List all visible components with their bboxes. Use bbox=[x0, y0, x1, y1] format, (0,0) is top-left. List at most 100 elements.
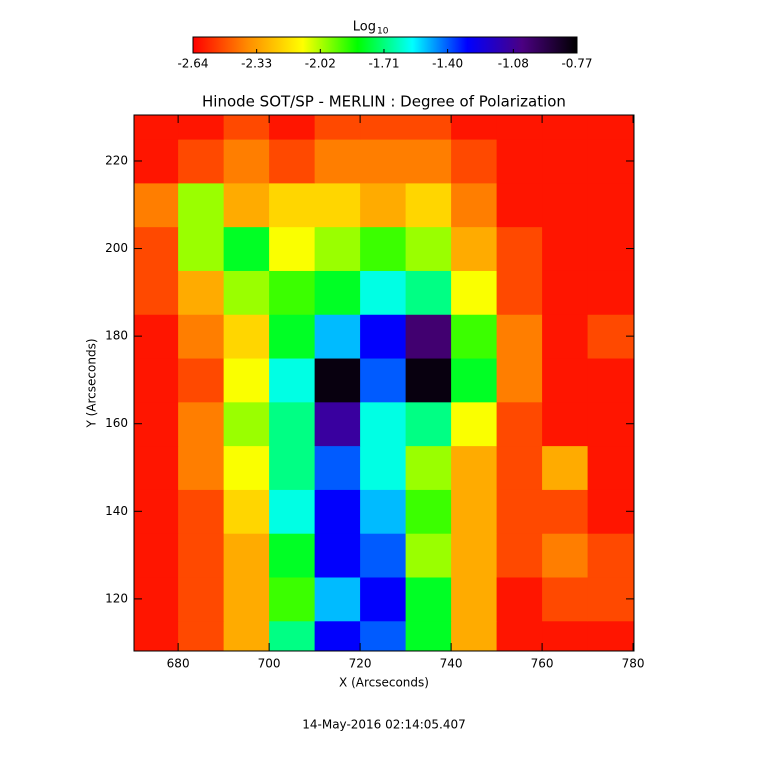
heat-cell bbox=[178, 445, 225, 490]
heat-cell bbox=[223, 358, 270, 403]
heat-cell bbox=[314, 401, 361, 447]
heat-cell bbox=[587, 533, 634, 578]
heat-cell bbox=[178, 533, 225, 578]
colorbar-tick-label: -1.08 bbox=[498, 57, 529, 71]
heat-cell bbox=[178, 314, 225, 359]
heat-cell bbox=[360, 401, 407, 447]
colorbar-tick-label: -1.71 bbox=[368, 57, 399, 71]
heat-cell bbox=[405, 314, 452, 359]
heat-cell bbox=[269, 358, 316, 403]
heat-cell bbox=[451, 358, 498, 403]
heat-cell bbox=[587, 445, 634, 490]
heat-cell bbox=[496, 620, 543, 651]
colorbar-tick-label: -2.33 bbox=[241, 57, 272, 71]
colorbar-tick-label: -2.64 bbox=[177, 57, 208, 71]
heat-cell bbox=[405, 489, 452, 534]
heat-cell bbox=[496, 401, 543, 447]
heat-cell bbox=[178, 115, 225, 140]
heat-cell bbox=[542, 182, 589, 228]
heat-cell bbox=[314, 182, 361, 228]
heat-cell bbox=[496, 115, 543, 140]
heat-cell bbox=[451, 620, 498, 651]
heat-cell bbox=[314, 620, 361, 651]
heat-cell bbox=[587, 576, 634, 622]
heat-cell bbox=[587, 401, 634, 447]
heat-cell bbox=[360, 270, 407, 315]
y-tick-label: 200 bbox=[105, 241, 128, 255]
heat-cell bbox=[360, 576, 407, 622]
heat-cell bbox=[405, 445, 452, 490]
heat-cell bbox=[496, 314, 543, 359]
heat-cell bbox=[269, 401, 316, 447]
heat-cell bbox=[451, 115, 498, 140]
heat-cell bbox=[405, 182, 452, 228]
y-tick-label: 140 bbox=[105, 504, 128, 518]
heat-cell bbox=[587, 139, 634, 184]
heat-cell bbox=[542, 358, 589, 403]
heat-cell bbox=[314, 139, 361, 184]
heat-cell bbox=[360, 620, 407, 651]
heat-cell bbox=[587, 182, 634, 228]
heat-cell bbox=[269, 445, 316, 490]
heat-cell bbox=[496, 576, 543, 622]
heat-cell bbox=[405, 358, 452, 403]
x-tick-label: 760 bbox=[531, 657, 554, 671]
heat-cell bbox=[314, 226, 361, 271]
heat-cell bbox=[542, 139, 589, 184]
heat-cell bbox=[496, 139, 543, 184]
heat-cell bbox=[269, 620, 316, 651]
heat-cell bbox=[451, 314, 498, 359]
heat-cell bbox=[178, 270, 225, 315]
heat-cell bbox=[405, 115, 452, 140]
y-tick-label: 120 bbox=[105, 591, 128, 605]
heat-cell bbox=[223, 139, 270, 184]
heat-cell bbox=[587, 314, 634, 359]
heat-cell bbox=[134, 270, 179, 315]
heat-cell bbox=[223, 115, 270, 140]
heat-cell bbox=[360, 226, 407, 271]
heat-cell bbox=[587, 358, 634, 403]
heat-cell bbox=[269, 115, 316, 140]
heat-cell bbox=[451, 226, 498, 271]
heat-cell bbox=[496, 182, 543, 228]
colorbar-tick-label: -1.40 bbox=[432, 57, 463, 71]
heat-cell bbox=[405, 226, 452, 271]
heat-cell bbox=[269, 139, 316, 184]
colorbar-tick-label: -0.77 bbox=[561, 57, 592, 71]
heat-cell bbox=[451, 270, 498, 315]
heat-cell bbox=[451, 445, 498, 490]
heatmap bbox=[134, 115, 634, 651]
heat-cell bbox=[405, 270, 452, 315]
heat-cell bbox=[269, 182, 316, 228]
heat-cell bbox=[451, 576, 498, 622]
heat-cell bbox=[269, 489, 316, 534]
heat-cell bbox=[134, 620, 179, 651]
heat-cell bbox=[360, 445, 407, 490]
heat-cell bbox=[269, 533, 316, 578]
x-tick-label: 720 bbox=[349, 657, 372, 671]
heat-cell bbox=[178, 139, 225, 184]
heat-cell bbox=[269, 314, 316, 359]
heat-cell bbox=[451, 489, 498, 534]
colorbar-title: Log bbox=[353, 20, 376, 35]
heat-cell bbox=[223, 401, 270, 447]
colorbar-title-subscript: 10 bbox=[377, 27, 389, 37]
heat-cell bbox=[314, 533, 361, 578]
heat-cell bbox=[451, 533, 498, 578]
heat-cell bbox=[405, 533, 452, 578]
heat-cell bbox=[587, 489, 634, 534]
heat-cell bbox=[542, 533, 589, 578]
heat-cell bbox=[223, 270, 270, 315]
heat-cell bbox=[496, 489, 543, 534]
heat-cell bbox=[542, 226, 589, 271]
heat-cell bbox=[314, 314, 361, 359]
heat-cell bbox=[542, 115, 589, 140]
heat-cell bbox=[314, 358, 361, 403]
heat-cell bbox=[134, 445, 179, 490]
x-axis-label: X (Arcseconds) bbox=[339, 676, 429, 690]
heat-cell bbox=[223, 182, 270, 228]
y-axis-label: Y (Arcseconds) bbox=[85, 338, 99, 428]
heat-cell bbox=[451, 182, 498, 228]
